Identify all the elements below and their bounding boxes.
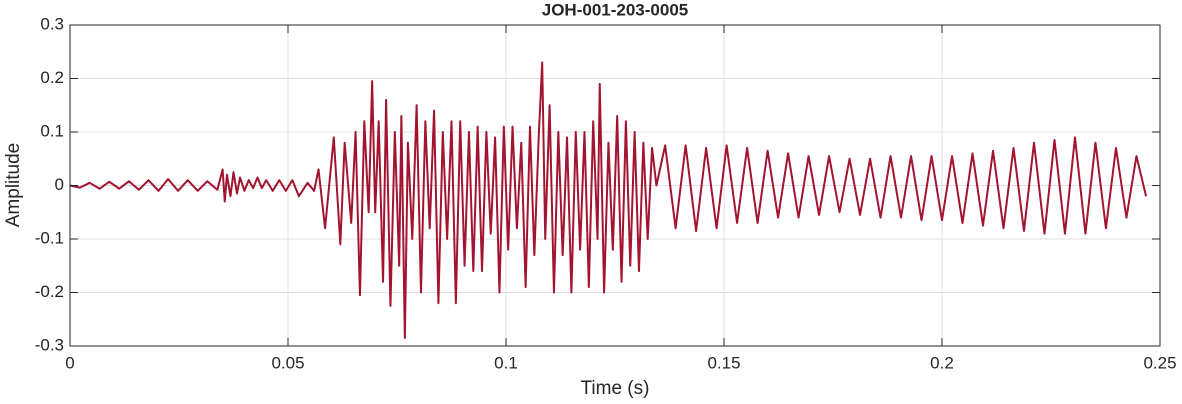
waveform-line [69,61,1148,339]
y-tick-label: 0.1 [40,121,64,140]
x-tick-label: 0.2 [930,353,954,372]
y-tick-label: -0.3 [35,335,64,354]
chart-title: JOH-001-203-0005 [542,0,688,19]
x-tick-label: 0.25 [1143,353,1176,372]
y-axis-label: Amplitude [3,143,24,228]
x-tick-label: 0.05 [271,353,304,372]
ticks: 0 0.05 0.1 0.15 0.2 0.25 -0.3 -0.2 -0.1 0 0.1 0.2 0.… [35,14,1177,372]
y-tick-label: -0.2 [35,282,64,301]
y-tick-label: 0.2 [40,68,64,87]
lines [69,61,1148,339]
x-axis-label: Time (s) [581,378,650,399]
x-tick-label: 0.15 [707,353,740,372]
x-tick-label: 0 [65,353,74,372]
x-tick-label: 0.1 [494,353,518,372]
y-tick-label: -0.1 [35,228,64,247]
y-tick-label: 0.3 [40,14,64,33]
y-tick-label: 0 [55,175,64,194]
